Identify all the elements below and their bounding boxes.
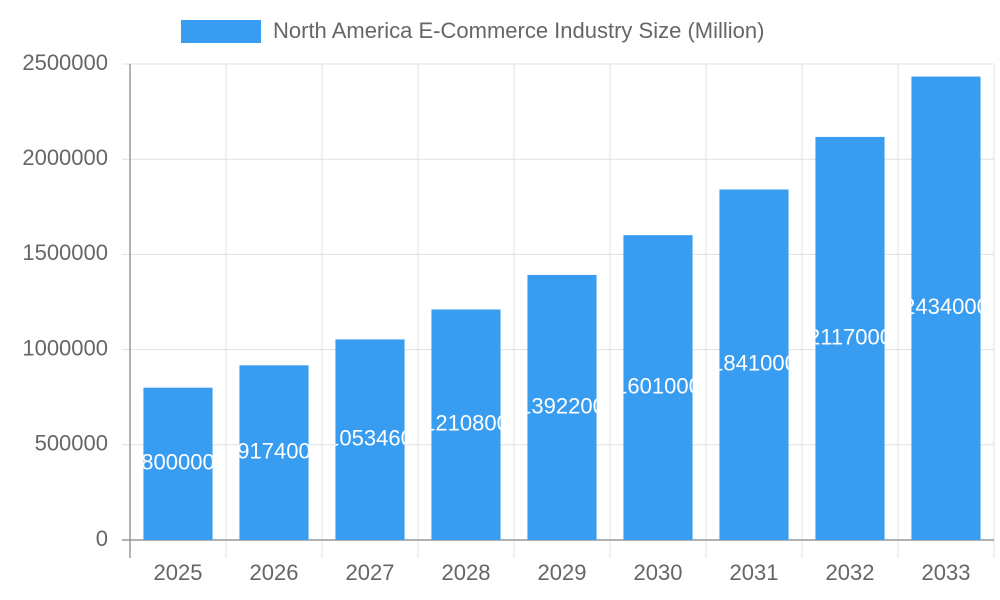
- data-label: 2434000: [903, 294, 989, 319]
- data-label: 1053460: [327, 426, 413, 451]
- y-tick-label: 1500000: [22, 240, 108, 265]
- data-label: 917400: [237, 438, 310, 463]
- x-tick-label: 2027: [346, 560, 395, 585]
- bar: [239, 365, 309, 540]
- data-label: 1601000: [615, 373, 701, 398]
- bar: [815, 136, 885, 540]
- y-tick-label: 0: [96, 526, 108, 551]
- bar: [911, 76, 981, 540]
- y-tick-label: 500000: [35, 431, 108, 456]
- x-tick-label: 2028: [442, 560, 491, 585]
- data-label: 1210800: [423, 411, 509, 436]
- bar: [143, 387, 213, 540]
- bar: [431, 309, 501, 540]
- data-label: 800000: [141, 450, 214, 475]
- x-tick-label: 2025: [154, 560, 203, 585]
- y-tick-label: 2000000: [22, 145, 108, 170]
- x-tick-label: 2026: [250, 560, 299, 585]
- x-tick-label: 2031: [730, 560, 779, 585]
- bar: [719, 189, 789, 540]
- data-label: 2117000: [808, 324, 892, 349]
- y-tick-label: 1000000: [22, 335, 108, 360]
- data-label: 1392200: [519, 393, 605, 418]
- y-tick-label: 2500000: [22, 50, 108, 75]
- legend-swatch: [181, 20, 261, 43]
- bar: [335, 339, 405, 540]
- x-tick-label: 2033: [922, 560, 971, 585]
- x-tick-label: 2032: [826, 560, 875, 585]
- bar: [623, 235, 693, 540]
- x-tick-label: 2030: [634, 560, 683, 585]
- data-label: 1841000: [711, 351, 797, 376]
- bar: [527, 274, 597, 540]
- x-tick-label: 2029: [538, 560, 587, 585]
- legend-label: North America E-Commerce Industry Size (…: [273, 18, 764, 43]
